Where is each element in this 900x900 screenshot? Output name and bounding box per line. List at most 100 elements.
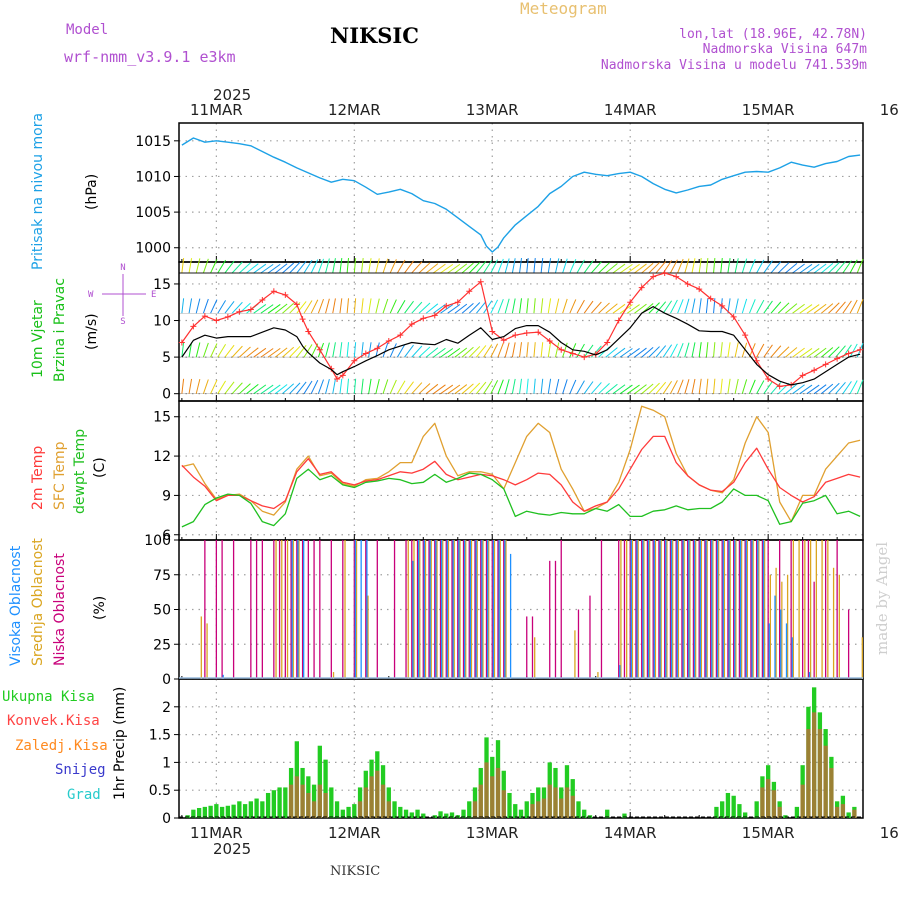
total-precip-bar — [846, 812, 851, 818]
wind-barb — [375, 298, 380, 314]
wind-barb — [576, 380, 585, 394]
wind-barb — [339, 258, 343, 274]
wind-barb — [360, 342, 364, 358]
wind-barb — [382, 298, 389, 314]
wind-barb — [411, 345, 423, 358]
conv-precip-bar — [472, 801, 478, 818]
day-label-bottom: 16MAR — [880, 824, 900, 842]
wind-barb — [763, 260, 773, 274]
conv-precip-bar — [800, 784, 805, 818]
wind-barb — [785, 383, 798, 395]
wind-barb — [612, 263, 626, 274]
y-tick-label: 10 — [153, 314, 171, 330]
wind-barb — [821, 303, 834, 314]
total-precip-bar — [317, 745, 322, 818]
wind-barb — [253, 347, 267, 358]
wind-barb — [425, 303, 439, 314]
day-label-bottom: 11MAR — [190, 824, 243, 842]
pressure-unit: (hPa) — [84, 174, 100, 210]
wind-barb — [353, 257, 357, 274]
wind-barb — [756, 343, 765, 358]
wind-barb — [188, 298, 193, 314]
wind-barb — [583, 260, 594, 274]
wind-barb — [411, 261, 423, 274]
wind-key-south: S — [120, 317, 125, 327]
wind-barb — [641, 383, 654, 395]
wind-barb — [282, 302, 295, 314]
wind-gust-marker — [213, 317, 220, 324]
wind-barb — [303, 300, 313, 314]
total-precip-bar — [329, 787, 334, 818]
dewpt-label: dewpt Temp — [72, 429, 88, 514]
wind-barb — [720, 258, 723, 274]
wind-speed-line — [181, 306, 861, 386]
wind-barb — [246, 347, 259, 358]
wind-barb — [267, 384, 281, 395]
wind-barb — [799, 263, 813, 274]
wind-direction-key: N W E S — [88, 263, 156, 327]
wind-gust-marker — [339, 372, 346, 379]
wind-gust-marker — [351, 357, 358, 364]
wind-barb — [598, 302, 610, 314]
wind-barb — [224, 344, 235, 358]
wind-barb — [547, 378, 552, 394]
wind-label-2: Brzina i Pravac — [52, 278, 68, 382]
wind-barb — [267, 263, 281, 274]
wind-barb — [404, 344, 414, 358]
legend-conv-precip: Konvek.Kisa — [7, 713, 100, 729]
wind-gust-marker — [535, 329, 542, 336]
wind-barb — [749, 258, 756, 274]
total-precip-bar — [225, 805, 231, 818]
total-precip-bar — [461, 809, 466, 818]
conv-precip-bar — [536, 801, 541, 818]
wind-barb — [713, 342, 716, 358]
wind-barb — [433, 263, 446, 274]
day-label-bottom: 15MAR — [742, 824, 795, 842]
wind-gust-marker — [661, 269, 668, 276]
wind-gust-marker — [811, 367, 818, 374]
wind-barb — [504, 258, 510, 274]
wind-barb — [490, 380, 499, 394]
wind-barb — [562, 258, 568, 274]
total-precip-bar — [725, 792, 731, 818]
wind-barb — [821, 262, 834, 274]
wind-barb — [799, 304, 813, 314]
wind-barb — [641, 262, 654, 274]
wind-barb — [641, 347, 654, 358]
wind-barb — [835, 261, 846, 274]
wind-barb — [217, 344, 227, 358]
wind-barb — [670, 343, 678, 358]
wind-barb — [447, 384, 461, 395]
wind-gust-marker — [466, 288, 473, 295]
wind-barb — [691, 342, 696, 358]
high-cloud-label: Visoka Oblacnost — [8, 545, 24, 666]
wind-barb — [720, 342, 723, 358]
wind-barb — [821, 347, 834, 358]
wind-barb — [670, 380, 678, 394]
y-tick-label: 1015 — [135, 134, 171, 150]
legend-hail: Grad — [67, 787, 101, 803]
wind-barb — [691, 298, 696, 314]
y-tick-label: 9 — [162, 488, 171, 504]
wind-barb — [325, 298, 330, 314]
wind-barb — [698, 378, 702, 394]
wind-gust-marker — [201, 313, 208, 320]
wind-barb — [540, 298, 544, 314]
wind-barb — [210, 343, 218, 358]
wind-barb — [476, 345, 487, 358]
wind-barb — [526, 342, 529, 358]
wind-barb — [813, 384, 827, 395]
wind-gust-marker — [857, 346, 864, 353]
wind-barb — [727, 342, 731, 358]
conv-precip-bar — [386, 801, 391, 818]
wind-barb — [799, 384, 813, 395]
wind-barb — [224, 260, 235, 274]
wind-barb — [282, 346, 295, 358]
precip-unit: 1hr Precip (mm) — [112, 687, 128, 800]
wind-barb — [231, 382, 243, 395]
wind-gust-marker — [420, 315, 427, 322]
wind-barb — [605, 383, 618, 395]
day-label-bottom: 13MAR — [466, 824, 519, 842]
wind-gust-marker — [627, 299, 634, 306]
wind-gust-marker — [293, 301, 300, 308]
